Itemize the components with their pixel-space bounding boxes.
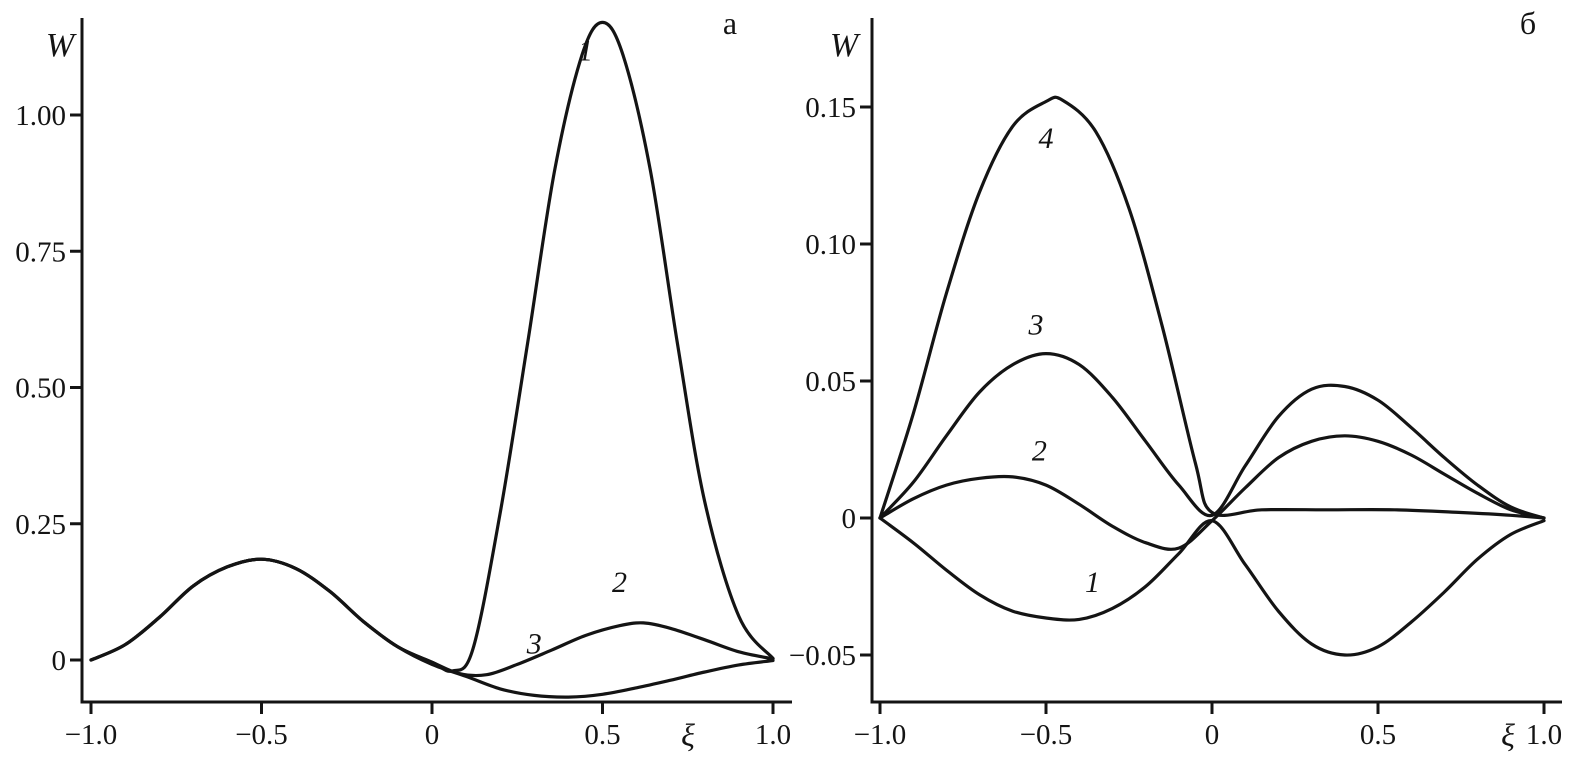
curve-label-2: 2 [1032,434,1047,467]
y-tick-label: 0.75 [15,236,66,268]
x-tick-label: 1.0 [755,719,791,751]
x-tick-label: −1.0 [854,719,907,751]
curve-label-3: 3 [1028,308,1044,341]
curve-4 [878,95,1546,520]
curve-1 [89,20,775,673]
x-tick-label: 0 [1205,719,1220,751]
curve-2 [878,434,1546,551]
curve-label-1: 1 [1085,566,1100,599]
curve-3 [878,352,1546,520]
panel-label: б [1520,5,1536,41]
panel-label: а [723,5,737,41]
chart-b-canvas: −0.05 0 0.05 0.10 0.15 −1.0 −0.5 0 0.5 1.0 Wξ б 1 2 3 4 [789,5,1562,753]
chart-a-canvas: 0 0.25 0.50 0.75 1.00 −1.0 −0.5 0 0.5 1.0 Wξ а 1 2 3 [15,5,792,753]
axis-lines [80,18,792,704]
curve-2 [89,557,775,678]
x-tick-label: 0.5 [584,719,620,751]
y-axis-label: W [46,27,77,64]
x-tick-label: 1.0 [1526,719,1562,751]
x-tick-label: −0.5 [235,719,288,751]
axis-lines [870,18,1562,704]
x-axis-label: ξ [1501,717,1515,753]
y-tick-label: 1.00 [15,100,66,132]
x-axis-label: ξ [681,717,695,753]
y-tick-label: 0 [842,503,857,535]
y-tick-label: 0.10 [805,229,856,261]
y-tick-label: 0.15 [805,92,856,124]
y-tick-label: 0 [52,645,67,677]
x-tick-label: 0 [425,719,440,751]
curve-label-1: 1 [578,35,593,68]
curve-3 [89,557,775,699]
y-axis-label: W [830,27,861,64]
curve-label-4: 4 [1039,122,1054,155]
x-tick-label: −0.5 [1020,719,1073,751]
curve-label-3: 3 [526,627,542,660]
curve-label-2: 2 [612,566,627,599]
y-tick-label: 0.50 [15,373,66,405]
y-tick-label: −0.05 [789,640,856,672]
y-tick-label: 0.25 [15,509,66,541]
curve-1 [878,516,1546,657]
y-tick-label: 0.05 [805,366,856,398]
x-tick-label: −1.0 [65,719,118,751]
x-tick-label: 0.5 [1360,719,1396,751]
